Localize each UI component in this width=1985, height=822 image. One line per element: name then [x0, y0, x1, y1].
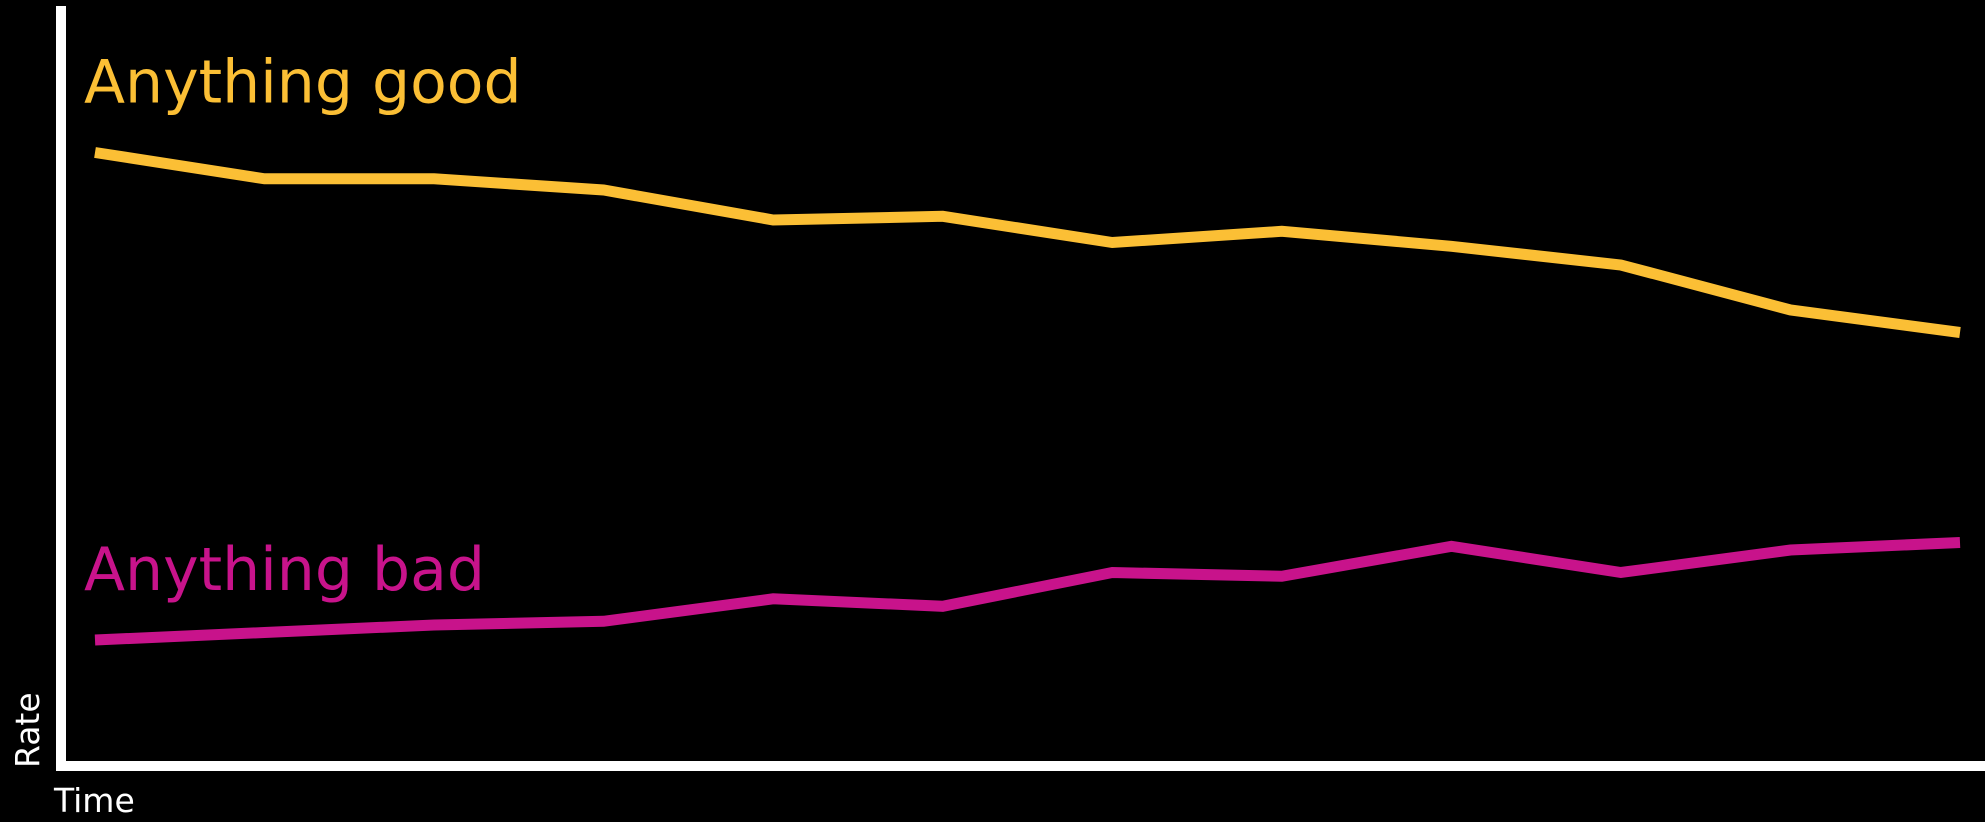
series-layer: Anything good Anything bad [84, 48, 1961, 646]
series-label-1: Anything bad [84, 535, 485, 605]
plot-area: Anything good Anything bad [84, 48, 1961, 646]
series-line-1 [94, 537, 1961, 646]
x-axis-title: Time [53, 781, 135, 820]
series-0: Anything good [84, 48, 1961, 338]
series-label-0: Anything good [84, 48, 522, 118]
series-line-0 [94, 147, 1961, 338]
y-axis-title: Rate [8, 692, 47, 768]
series-1: Anything bad [84, 535, 1961, 646]
